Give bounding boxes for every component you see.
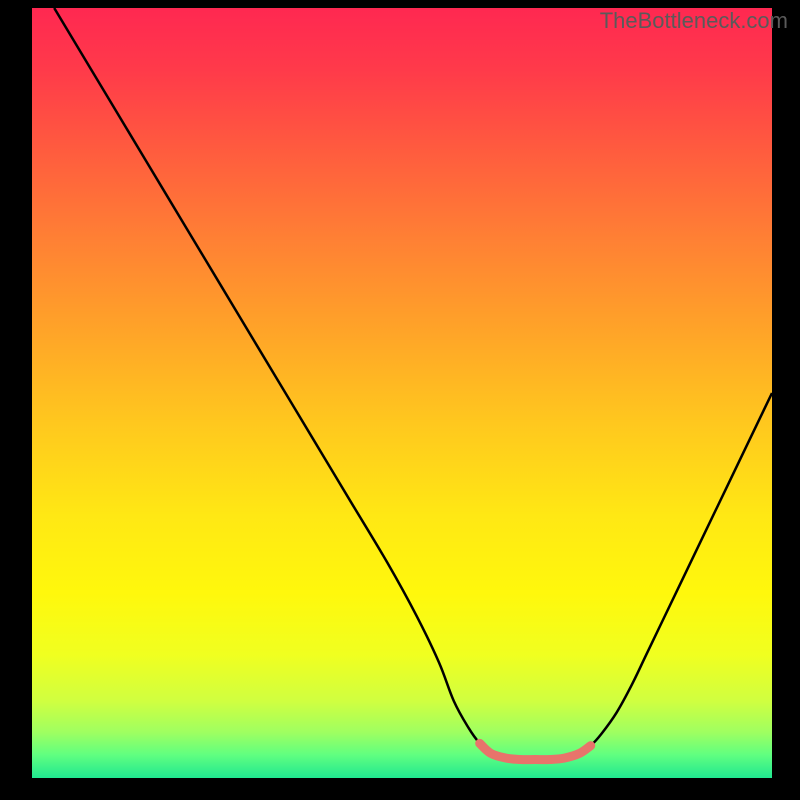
- bottleneck-chart: [32, 8, 772, 778]
- watermark-text: TheBottleneck.com: [600, 8, 788, 34]
- chart-svg: [32, 8, 772, 778]
- gradient-background: [32, 8, 772, 778]
